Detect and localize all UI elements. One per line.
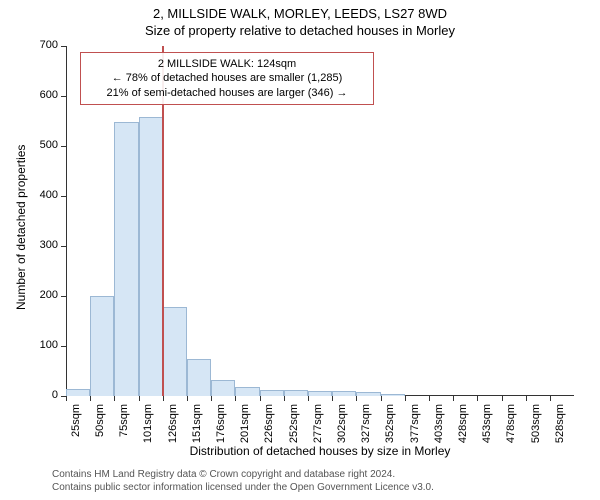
xtick-label: 453sqm xyxy=(481,404,493,443)
xtick-mark xyxy=(90,396,91,401)
xtick-mark xyxy=(502,396,503,401)
xtick-mark xyxy=(550,396,551,401)
ytick-label: 500 xyxy=(28,139,58,151)
histogram-bar xyxy=(163,307,187,396)
footer-line1: Contains HM Land Registry data © Crown c… xyxy=(52,468,434,481)
xtick-label: 252sqm xyxy=(288,404,300,443)
xtick-mark xyxy=(381,396,382,401)
ytick-label: 600 xyxy=(28,89,58,101)
histogram-bar xyxy=(211,380,235,396)
histogram-bar xyxy=(260,390,284,396)
xtick-mark xyxy=(163,396,164,401)
xtick-mark xyxy=(429,396,430,401)
footer-attribution: Contains HM Land Registry data © Crown c… xyxy=(52,468,434,494)
xtick-mark xyxy=(356,396,357,401)
histogram-bar xyxy=(139,117,163,396)
page-title-line2: Size of property relative to detached ho… xyxy=(0,21,600,38)
xtick-label: 101sqm xyxy=(143,404,155,443)
y-axis-label: Number of detached properties xyxy=(14,145,28,310)
annotation-line2: ← 78% of detached houses are smaller (1,… xyxy=(87,71,367,85)
histogram-bar xyxy=(114,122,138,396)
xtick-mark xyxy=(235,396,236,401)
xtick-mark xyxy=(453,396,454,401)
annotation-line1: 2 MILLSIDE WALK: 124sqm xyxy=(87,57,367,71)
xtick-mark xyxy=(477,396,478,401)
xtick-label: 226sqm xyxy=(264,404,276,443)
xtick-mark xyxy=(308,396,309,401)
xtick-label: 327sqm xyxy=(360,404,372,443)
xtick-label: 377sqm xyxy=(409,404,421,443)
histogram-bar xyxy=(308,391,332,396)
histogram-bar xyxy=(187,359,211,397)
xtick-mark xyxy=(284,396,285,401)
histogram-bar xyxy=(235,387,259,396)
ytick-mark xyxy=(61,346,66,347)
xtick-label: 75sqm xyxy=(118,404,130,437)
xtick-mark xyxy=(332,396,333,401)
xtick-mark xyxy=(139,396,140,401)
xtick-mark xyxy=(187,396,188,401)
histogram-bar xyxy=(332,391,356,396)
xtick-mark xyxy=(405,396,406,401)
xtick-mark xyxy=(66,396,67,401)
ytick-label: 100 xyxy=(28,339,58,351)
chart-plot-area: 010020030040050060070025sqm50sqm75sqm101… xyxy=(66,46,574,396)
page-title-line1: 2, MILLSIDE WALK, MORLEY, LEEDS, LS27 8W… xyxy=(0,0,600,21)
ytick-mark xyxy=(61,246,66,247)
ytick-label: 300 xyxy=(28,239,58,251)
ytick-label: 200 xyxy=(28,289,58,301)
xtick-label: 126sqm xyxy=(167,404,179,443)
x-axis-label: Distribution of detached houses by size … xyxy=(66,444,574,458)
annotation-box: 2 MILLSIDE WALK: 124sqm← 78% of detached… xyxy=(80,52,374,105)
xtick-label: 25sqm xyxy=(70,404,82,437)
xtick-label: 503sqm xyxy=(530,404,542,443)
ytick-mark xyxy=(61,296,66,297)
xtick-label: 403sqm xyxy=(433,404,445,443)
ytick-label: 400 xyxy=(28,189,58,201)
histogram-bar xyxy=(66,389,90,397)
histogram-bar xyxy=(284,390,308,396)
histogram-bar xyxy=(381,394,405,397)
xtick-mark xyxy=(211,396,212,401)
xtick-label: 428sqm xyxy=(457,404,469,443)
annotation-line3: 21% of semi-detached houses are larger (… xyxy=(87,86,367,100)
xtick-label: 201sqm xyxy=(239,404,251,443)
footer-line2: Contains public sector information licen… xyxy=(52,481,434,494)
ytick-mark xyxy=(61,146,66,147)
histogram-bar xyxy=(356,392,380,396)
ytick-mark xyxy=(61,46,66,47)
xtick-mark xyxy=(260,396,261,401)
xtick-label: 50sqm xyxy=(94,404,106,437)
ytick-mark xyxy=(61,196,66,197)
xtick-mark xyxy=(114,396,115,401)
xtick-label: 478sqm xyxy=(506,404,518,443)
xtick-mark xyxy=(526,396,527,401)
xtick-label: 528sqm xyxy=(554,404,566,443)
xtick-label: 302sqm xyxy=(336,404,348,443)
xtick-label: 151sqm xyxy=(191,404,203,443)
ytick-mark xyxy=(61,96,66,97)
histogram-bar xyxy=(90,296,114,396)
xtick-label: 352sqm xyxy=(385,404,397,443)
xtick-label: 176sqm xyxy=(215,404,227,443)
xtick-label: 277sqm xyxy=(312,404,324,443)
ytick-label: 700 xyxy=(28,39,58,51)
ytick-label: 0 xyxy=(28,389,58,401)
y-axis-line xyxy=(66,46,67,396)
